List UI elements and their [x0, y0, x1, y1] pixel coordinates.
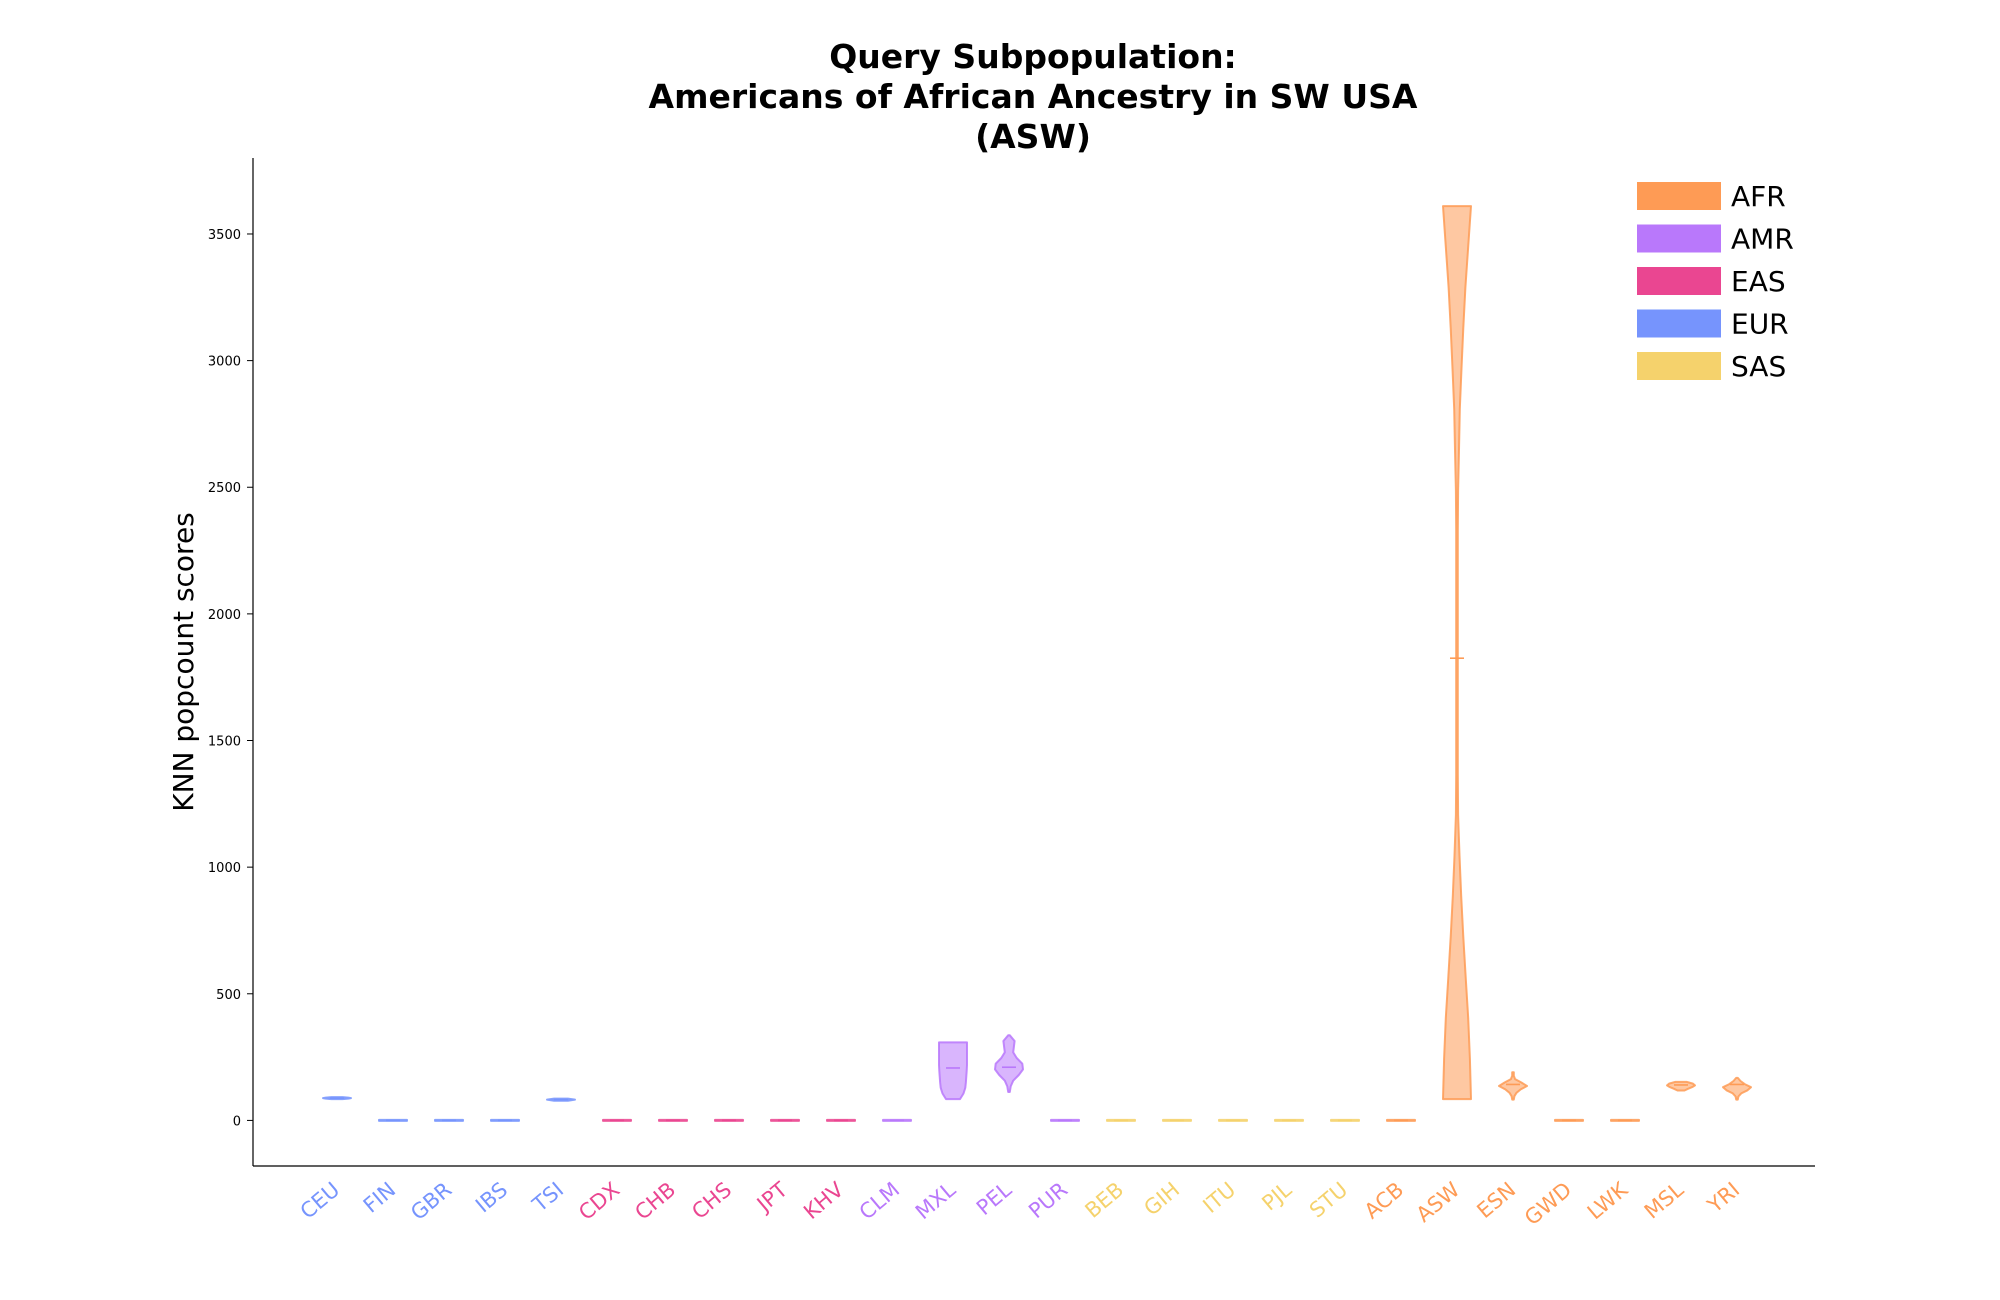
y-tick-label: 0 [233, 1114, 241, 1129]
x-tick-label: CEU [296, 1177, 345, 1223]
violin-chb [658, 1118, 688, 1122]
x-tick-label: YRI [1702, 1177, 1744, 1218]
x-tick-label: JPT [751, 1177, 792, 1217]
violin-yri [1722, 1076, 1752, 1101]
y-tick-label: 2000 [208, 608, 241, 623]
violin-body [1722, 1076, 1752, 1101]
legend-label-sas: SAS [1731, 350, 1786, 383]
violin-lwk [1610, 1118, 1640, 1122]
x-tick-label: MXL [911, 1177, 961, 1224]
violin-body [1442, 205, 1472, 1101]
legend-label-eas: EAS [1731, 265, 1786, 298]
chart-title-line-2: Americans of African Ancestry in SW USA [649, 77, 1418, 116]
x-tick-label: BEB [1081, 1177, 1129, 1222]
y-tick-label: 2500 [208, 481, 241, 496]
violin-mxl [938, 1041, 968, 1101]
x-tick-label: MSL [1640, 1177, 1689, 1223]
x-tick-label: ASW [1412, 1177, 1465, 1227]
violin-body [938, 1041, 968, 1101]
violin-gih [1162, 1118, 1192, 1122]
x-tick-label: LWK [1583, 1177, 1633, 1225]
y-tick-label: 1000 [208, 861, 241, 876]
violin-tsi [546, 1097, 576, 1102]
legend-swatch-eas [1637, 267, 1721, 295]
y-tick-label: 3500 [208, 228, 241, 243]
x-tick-label: PJL [1257, 1177, 1296, 1215]
violin-chs [714, 1118, 744, 1122]
legend-swatch-amr [1637, 224, 1721, 253]
x-tick-label: CLM [855, 1177, 905, 1224]
chart-title: Query Subpopulation: Americans of Africa… [649, 37, 1418, 156]
legend-label-amr: AMR [1731, 223, 1794, 256]
x-axis-ticks: CEU FIN GBR IBS TSI CDX CHB CHS JPT KHV CLM MXL PEL P… [296, 1177, 1745, 1230]
violin-clm [882, 1118, 912, 1122]
y-tick-label: 1500 [208, 735, 241, 750]
x-tick-label: KHV [799, 1177, 849, 1224]
x-tick-label: ESN [1472, 1177, 1520, 1223]
violin-stu [1330, 1118, 1360, 1122]
x-tick-label: GWD [1520, 1177, 1576, 1230]
violin-ceu [322, 1096, 352, 1101]
violin-body [1498, 1071, 1528, 1101]
x-tick-label: GBR [406, 1177, 456, 1224]
violin-khv [826, 1118, 856, 1122]
violin-asw [1442, 205, 1472, 1101]
x-tick-label: CDX [574, 1177, 624, 1224]
legend-label-afr: AFR [1731, 180, 1786, 213]
legend-label-eur: EUR [1731, 308, 1789, 341]
violin-pjl [1274, 1118, 1304, 1122]
violin-esn [1498, 1071, 1528, 1101]
y-axis-ticks: 0 500 1000 1500 2000 2500 3000 3500 [208, 228, 253, 1129]
violin-series [322, 205, 1752, 1122]
violin-cdx [602, 1118, 632, 1122]
y-tick-label: 500 [216, 988, 241, 1003]
x-tick-label: CHS [687, 1177, 736, 1224]
x-tick-label: FIN [359, 1177, 400, 1217]
y-axis-label: KNN popcount scores [167, 512, 200, 812]
x-tick-label: PEL [972, 1177, 1016, 1220]
violin-body [1666, 1080, 1696, 1092]
x-tick-label: ACB [1360, 1177, 1408, 1223]
violin-fin [378, 1118, 408, 1122]
violin-msl [1666, 1080, 1696, 1092]
violin-itu [1218, 1118, 1248, 1122]
chart-title-line-3: (ASW) [975, 117, 1091, 156]
violin-beb [1106, 1118, 1136, 1122]
x-tick-label: STU [1305, 1177, 1352, 1222]
violin-jpt [770, 1118, 800, 1122]
violin-gbr [434, 1118, 464, 1122]
x-tick-label: ITU [1198, 1177, 1240, 1218]
violin-body [994, 1034, 1024, 1093]
y-tick-label: 3000 [208, 355, 241, 370]
violin-gwd [1554, 1118, 1584, 1122]
legend-swatch-eur [1637, 309, 1721, 338]
violin-ibs [490, 1118, 520, 1122]
violin-pel [994, 1034, 1024, 1093]
x-tick-label: GIH [1139, 1177, 1184, 1220]
violin-pur [1050, 1118, 1080, 1122]
x-tick-label: IBS [471, 1177, 512, 1217]
legend-swatch-afr [1637, 182, 1721, 210]
x-tick-label: PUR [1024, 1177, 1072, 1223]
chart-title-line-1: Query Subpopulation: [829, 37, 1237, 76]
legend-swatch-sas [1637, 352, 1721, 380]
violin-acb [1386, 1118, 1416, 1122]
x-tick-label: CHB [630, 1177, 680, 1224]
x-tick-label: TSI [527, 1177, 568, 1217]
legend: AFR AMR EAS EUR SAS [1637, 180, 1794, 383]
